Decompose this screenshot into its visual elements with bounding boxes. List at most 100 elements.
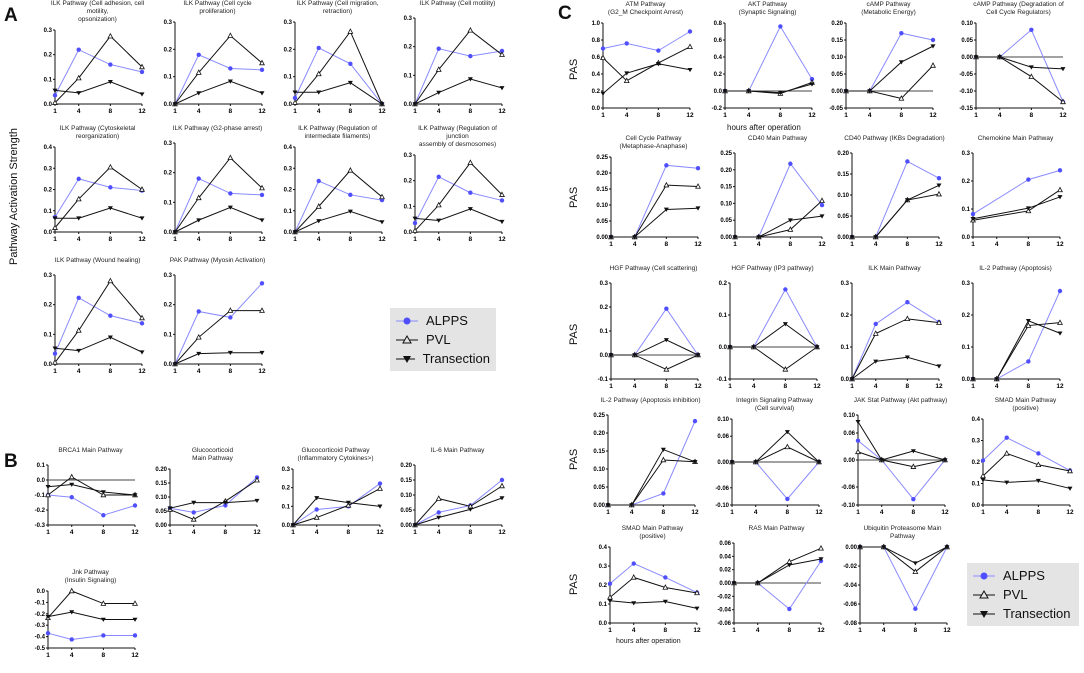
chart-title: ILK Pathway (Cell motility) xyxy=(419,0,496,7)
series-line-pvl xyxy=(730,346,818,371)
y-tick-label: 0.0 xyxy=(972,503,981,509)
x-tick-label: 8 xyxy=(789,241,793,248)
data-point-alpps xyxy=(196,52,201,57)
x-tick-label: 4 xyxy=(882,627,886,634)
y-tick-label: 0.2 xyxy=(404,179,413,185)
chart-b-glucocorticoid-cytokines: Glucocorticoid Pathway (Inflammatory Cyt… xyxy=(265,447,386,539)
data-point-pvl xyxy=(254,476,260,483)
chart-plot: 0.0 0.1 0.2 0.3 0.4 1 4 8 12 xyxy=(599,545,701,634)
chart-plot: -0.3 -0.2 -0.1 0.0 0.1 1 4 8 12 xyxy=(35,463,139,536)
legend-c: ALPPS PVL Transection xyxy=(967,563,1079,626)
chart-title: ILK Main Pathway xyxy=(868,265,921,272)
x-tick-label: 1 xyxy=(728,383,732,390)
data-point-pvl xyxy=(784,443,791,450)
data-point-transection xyxy=(259,350,265,356)
data-point-transection xyxy=(379,220,385,225)
series-line-pvl xyxy=(851,318,940,380)
y-tick-label: -0.02 xyxy=(717,594,731,600)
data-point-transection xyxy=(1057,331,1063,336)
data-point-transection xyxy=(787,218,793,223)
y-tick-label: 0.15 xyxy=(831,38,843,44)
y-tick-label: 0.10 xyxy=(155,495,167,501)
data-point-transection xyxy=(816,460,822,465)
x-tick-label: 12 xyxy=(253,529,261,536)
x-tick-label: 12 xyxy=(376,529,384,536)
chart-title: SMAD Main Pathway (positive) xyxy=(994,397,1057,412)
chart-c-il2-inhibition: IL-2 Pathway (Apoptosis inhibition) 0.00 0… xyxy=(580,397,701,519)
chart-c-ubiquitin: Ubiquitin Proteasome Main Pathway -0.08 -0… xyxy=(832,525,953,637)
data-point-alpps xyxy=(69,495,74,500)
chart-title: SMAD Main Pathway (positive) xyxy=(621,525,684,540)
data-point-transection xyxy=(347,209,353,214)
y-tick-label: 0.1 xyxy=(44,209,53,215)
y-tick-label: -0.15 xyxy=(959,106,973,112)
data-point-alpps xyxy=(1036,451,1041,456)
data-point-transection xyxy=(809,82,815,87)
chart-title: CD40 Main Pathway xyxy=(747,135,808,142)
data-point-transection xyxy=(904,355,910,360)
data-point-pvl xyxy=(1057,319,1063,325)
chart-title: Jnk Pathway (Insulin Signaling) xyxy=(64,569,117,584)
chart-c-smad-2: SMAD Main Pathway (positive) 0.0 0.1 0.2 0.3… xyxy=(582,525,703,637)
data-point-pvl xyxy=(1025,207,1032,214)
data-point-alpps xyxy=(778,24,783,29)
series-line-pvl xyxy=(294,30,383,105)
data-point-alpps xyxy=(69,637,74,642)
data-point-pvl xyxy=(630,574,637,580)
y-tick-label: 0.0 xyxy=(962,377,971,383)
data-point-alpps xyxy=(292,95,298,101)
series-line-alpps xyxy=(169,477,258,513)
x-tick-label: 4 xyxy=(880,509,884,516)
y-tick-label: 0.2 xyxy=(599,583,608,589)
series-line-alpps xyxy=(294,47,383,105)
x-tick-label: 1 xyxy=(413,236,417,243)
y-tick-label: 0.10 xyxy=(961,21,973,27)
data-point-alpps xyxy=(663,575,668,580)
chart-title: cAMP Pathway (Degradation of Cell Cycle … xyxy=(973,1,1064,16)
x-tick-label: 8 xyxy=(229,368,233,375)
data-point-transection xyxy=(1057,195,1063,200)
series-line-alpps xyxy=(725,25,813,92)
y-tick-label: -0.2 xyxy=(35,612,46,618)
series-line-alpps xyxy=(973,290,1061,380)
x-tick-label: 4 xyxy=(747,112,751,119)
x-tick-label: 8 xyxy=(224,529,228,536)
x-tick-label: 8 xyxy=(665,383,669,390)
data-point-pvl xyxy=(259,59,265,66)
data-point-transection xyxy=(904,198,910,203)
chart-a-cytoskeletal: ILK Pathway (Cytoskeletal reorganization… xyxy=(27,125,148,246)
data-point-alpps xyxy=(314,507,319,512)
data-point-pvl xyxy=(45,491,51,498)
y-tick-label: -0.3 xyxy=(35,623,46,629)
chart-title: Cell Cycle Pathway (Metaphase-Anaphase) xyxy=(619,135,688,150)
data-point-alpps xyxy=(348,61,353,67)
data-point-transection xyxy=(107,80,113,85)
series-line-alpps xyxy=(734,560,822,610)
series-line-transection xyxy=(609,600,698,609)
data-point-transection xyxy=(855,419,861,425)
y-tick-label: 0.15 xyxy=(593,449,605,455)
chart-plot: 0.00 0.05 0.10 0.15 0.20 0.25 1 4 8 12 xyxy=(593,413,699,516)
x-tick-label: 12 xyxy=(258,108,266,115)
data-point-transection xyxy=(227,79,233,84)
data-point-alpps xyxy=(607,581,613,586)
chart-title: AKT Pathway (Synaptic Signaling) xyxy=(738,1,797,16)
series-line-pvl xyxy=(734,547,822,584)
chart-title: Glucocorticoid Main Pathway xyxy=(191,447,234,462)
data-point-transection xyxy=(499,496,505,501)
y-tick-label: -0.02 xyxy=(843,564,857,570)
y-tick-label: 0.0 xyxy=(44,102,53,108)
series-line-pvl xyxy=(735,200,823,238)
chart-title: ILK Pathway (Cell migration, retraction) xyxy=(296,0,379,15)
x-tick-label: 1 xyxy=(981,509,985,516)
data-point-transection xyxy=(873,235,879,240)
data-point-alpps xyxy=(695,166,701,171)
x-tick-label: 12 xyxy=(378,108,386,115)
data-point-alpps xyxy=(1026,359,1031,364)
y-tick-label: 0.0 xyxy=(284,102,293,108)
chart-title: PAK Pathway (Myosin Activation) xyxy=(169,257,266,264)
x-tick-label: 12 xyxy=(808,112,816,119)
x-tick-label: 1 xyxy=(971,241,975,248)
y-tick-label: 0.1 xyxy=(972,482,981,488)
